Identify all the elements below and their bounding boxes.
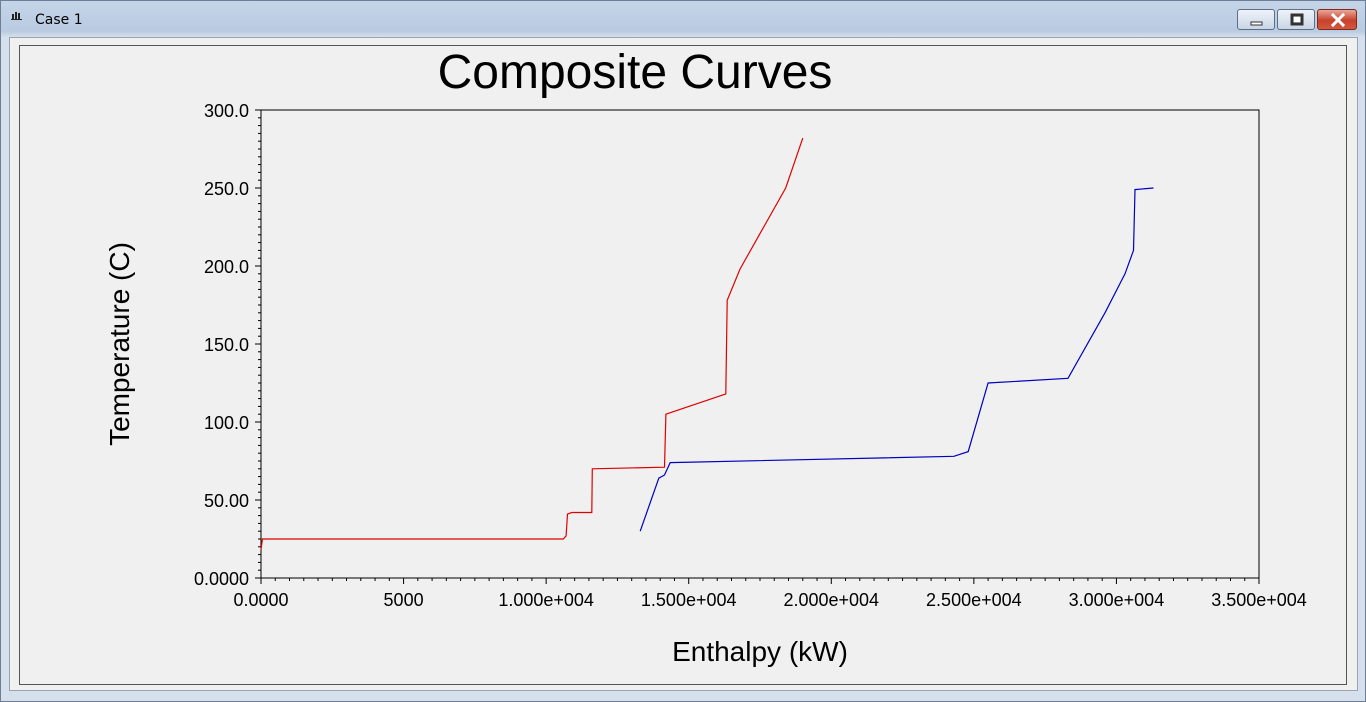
y-tick-label: 150.0 — [204, 335, 249, 355]
composite-curves-chart: Composite Curves 0.0000 5000 1.000e+004 1.5… — [104, 46, 1307, 667]
minimize-icon — [1250, 21, 1263, 26]
y-tick-label: 50.00 — [204, 491, 249, 511]
cold-composite-curve — [639, 187, 1154, 532]
x-tick-label: 1.500e+004 — [641, 590, 737, 610]
y-tick-label: 300.0 — [204, 101, 249, 121]
x-tick-label: 5000 — [384, 590, 424, 610]
close-button[interactable] — [1317, 9, 1357, 30]
x-axis-label: Enthalpy (kW) — [672, 636, 848, 667]
x-tick-label: 0.0000 — [233, 590, 288, 610]
plot-area — [260, 109, 1260, 579]
hot-composite-curve — [260, 137, 804, 550]
chart-panel: Composite Curves 0.0000 5000 1.000e+004 1.5… — [19, 45, 1347, 685]
chart-title: Composite Curves — [438, 46, 833, 99]
y-axis-label: Temperature (C) — [104, 242, 135, 446]
x-tick-label: 3.000e+004 — [1069, 590, 1165, 610]
x-tick-label: 3.500e+004 — [1211, 590, 1307, 610]
window-title: Case 1 — [35, 12, 83, 28]
y-tick-label: 200.0 — [204, 257, 249, 277]
maximize-icon — [1290, 13, 1304, 26]
tick-labels: 0.0000 5000 1.000e+004 1.500e+004 2.000e+004… — [194, 101, 1307, 610]
client-area: Composite Curves 0.0000 5000 1.000e+004 1.5… — [9, 37, 1358, 691]
x-tick-label: 2.500e+004 — [926, 590, 1022, 610]
axis-ticks — [255, 109, 1260, 584]
title-bar[interactable]: Case 1 — [1, 1, 1365, 37]
y-tick-label: 0.0000 — [194, 569, 249, 589]
y-tick-label: 250.0 — [204, 179, 249, 199]
x-tick-label: 2.000e+004 — [783, 590, 879, 610]
y-tick-label: 100.0 — [204, 413, 249, 433]
maximize-button[interactable] — [1277, 9, 1315, 30]
close-icon — [1330, 12, 1346, 28]
x-tick-label: 1.000e+004 — [498, 590, 594, 610]
app-icon — [11, 12, 22, 20]
series-lines — [260, 137, 1154, 550]
minimize-button[interactable] — [1237, 9, 1275, 30]
